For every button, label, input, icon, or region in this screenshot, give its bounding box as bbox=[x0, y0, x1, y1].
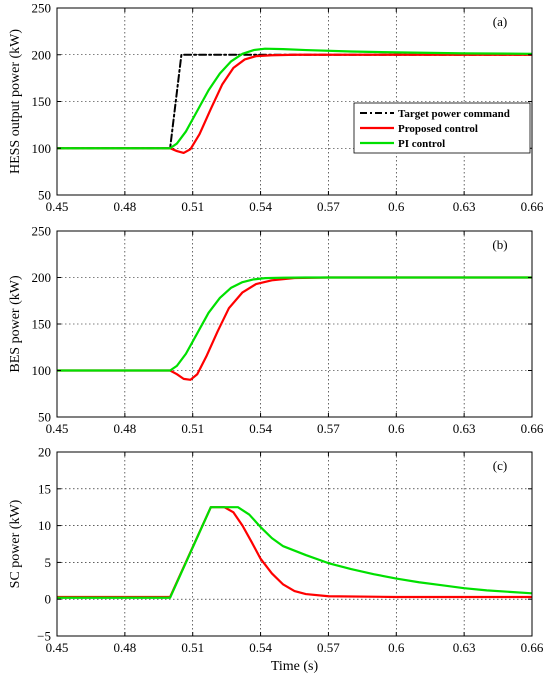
x-tick-label: 0.66 bbox=[521, 421, 544, 436]
y-tick-label: 200 bbox=[32, 270, 52, 285]
y-tick-label: 100 bbox=[32, 363, 52, 378]
y-tick-label: 150 bbox=[32, 317, 52, 332]
x-tick-label: 0.45 bbox=[46, 421, 69, 436]
x-tick-label: 0.54 bbox=[249, 421, 272, 436]
y-tick-label: 20 bbox=[38, 445, 51, 460]
y-tick-label: 5 bbox=[45, 555, 52, 570]
x-tick-label: 0.6 bbox=[388, 199, 405, 214]
x-tick-label: 0.48 bbox=[113, 199, 136, 214]
y-tick-label: 250 bbox=[32, 224, 52, 239]
panel-label: (a) bbox=[493, 14, 507, 29]
x-tick-label: 0.57 bbox=[317, 421, 340, 436]
y-tick-label: 0 bbox=[45, 592, 52, 607]
y-axis-label: BES power (kW) bbox=[8, 275, 23, 373]
plot-area bbox=[57, 452, 532, 636]
panel-b: 0.45 0.48 0.51 0.54 0.57 0.6 0.63 0.66 50 100 150 2… bbox=[8, 224, 544, 437]
x-tick-label: 0.63 bbox=[453, 640, 476, 655]
x-tick-label: 0.57 bbox=[317, 640, 340, 655]
series-line-pi-control bbox=[57, 47, 532, 150]
x-tick-label: 0.51 bbox=[181, 199, 204, 214]
x-axis-label: Time (s) bbox=[271, 659, 319, 674]
series-group bbox=[57, 47, 532, 155]
x-tick-label: 0.45 bbox=[46, 199, 69, 214]
axes-frame bbox=[56, 451, 533, 637]
y-tick-label: 10 bbox=[38, 518, 51, 533]
panel-a: 0.45 0.48 0.51 0.54 0.57 0.6 0.63 0.66 50 100 150 2… bbox=[8, 1, 544, 215]
y-tick-label: 50 bbox=[38, 188, 51, 203]
y-tick-label: −5 bbox=[37, 629, 51, 644]
y-tick-label: 250 bbox=[32, 1, 52, 16]
panel-label: (c) bbox=[493, 458, 507, 473]
legend-label-target-power-command: Target power command bbox=[398, 108, 510, 120]
x-tick-label: 0.51 bbox=[181, 421, 204, 436]
series-line-series-1 bbox=[57, 276, 532, 372]
x-tick-label: 0.57 bbox=[317, 199, 340, 214]
x-tick-label: 0.63 bbox=[453, 421, 476, 436]
legend-label-pi-control: PI control bbox=[398, 138, 445, 150]
y-tick-label: 50 bbox=[38, 410, 51, 425]
x-tick-label: 0.63 bbox=[453, 199, 476, 214]
series-group bbox=[57, 506, 532, 599]
x-tick-label: 0.66 bbox=[521, 640, 544, 655]
x-tick-label: 0.48 bbox=[113, 421, 136, 436]
legend: Target power command Proposed control PI c… bbox=[353, 102, 531, 154]
x-tick-label: 0.45 bbox=[46, 640, 69, 655]
y-tick-label: 100 bbox=[32, 141, 52, 156]
x-tick-label: 0.6 bbox=[388, 421, 405, 436]
x-tick-label: 0.66 bbox=[521, 199, 544, 214]
panel-c: 0.45 0.48 0.51 0.54 0.57 0.6 0.63 0.66 −5 0 5 10 15 2… bbox=[8, 445, 544, 675]
x-tick-label: 0.48 bbox=[113, 640, 136, 655]
y-axis-label: SC power (kW) bbox=[8, 499, 23, 588]
series-group bbox=[57, 276, 532, 381]
x-tick-label: 0.54 bbox=[249, 199, 272, 214]
legend-label-proposed-control: Proposed control bbox=[398, 123, 478, 135]
y-axis-label: HESS output power (kW) bbox=[8, 29, 23, 174]
y-tick-label: 200 bbox=[32, 47, 52, 62]
y-tick-label: 15 bbox=[38, 481, 51, 496]
y-tick-label: 150 bbox=[32, 94, 52, 109]
x-tick-label: 0.6 bbox=[388, 640, 405, 655]
x-tick-label: 0.51 bbox=[181, 640, 204, 655]
panel-label: (b) bbox=[492, 237, 507, 252]
x-tick-label: 0.54 bbox=[249, 640, 272, 655]
series-line-proposed-control bbox=[57, 53, 532, 155]
series-line-series-1 bbox=[57, 506, 532, 599]
